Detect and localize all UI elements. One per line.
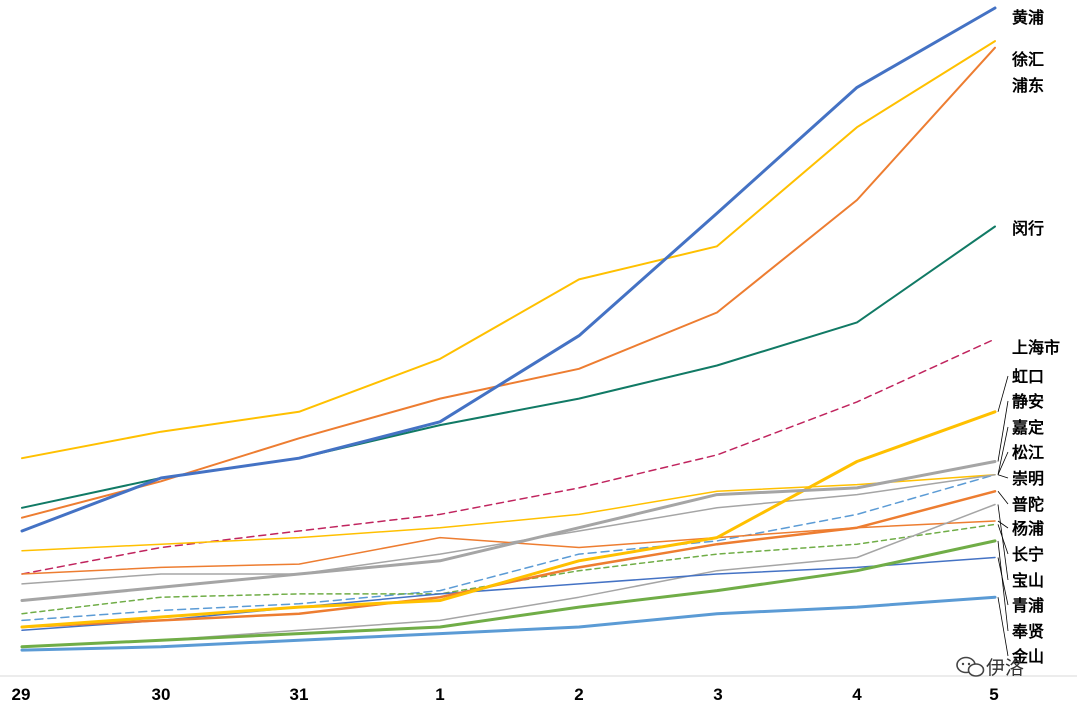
leader-line xyxy=(997,540,1009,632)
leader-line xyxy=(997,520,1009,529)
series-line-13 xyxy=(21,523,996,615)
leader-line xyxy=(997,451,1009,475)
leader-line xyxy=(997,375,1009,412)
leader-line xyxy=(997,426,1009,475)
leader-line xyxy=(997,400,1009,462)
series-label-9: 松江 xyxy=(1012,443,1044,462)
series-label-1: 黄浦 xyxy=(1012,8,1044,27)
series-label-8: 嘉定 xyxy=(1011,418,1044,437)
watermark-text: 伊洛 xyxy=(986,657,1024,679)
series-label-12: 杨浦 xyxy=(1012,519,1044,538)
series-line-14 xyxy=(21,503,996,648)
leader-line xyxy=(997,474,1009,479)
x-tick-label: 31 xyxy=(290,685,309,704)
series-label-2: 徐汇 xyxy=(1011,50,1044,69)
series-label-13: 长宁 xyxy=(1012,545,1044,564)
watermark: 伊洛 xyxy=(956,656,1024,679)
series-line-11 xyxy=(20,490,997,629)
series-line-3 xyxy=(21,46,996,519)
series-label-4: 闵行 xyxy=(1012,219,1044,238)
label-leaders xyxy=(997,375,1009,657)
series-line-1 xyxy=(20,6,997,533)
leader-line xyxy=(997,524,1009,555)
series-label-5: 上海市 xyxy=(1012,338,1060,357)
series-label-11: 普陀 xyxy=(1012,495,1044,514)
series-line-5 xyxy=(21,338,996,575)
series-label-10: 崇明 xyxy=(1012,469,1044,488)
series-label-16: 奉贤 xyxy=(1011,622,1044,641)
series-line-9 xyxy=(21,473,996,622)
x-tick-label: 1 xyxy=(435,685,444,704)
series-label-3: 浦东 xyxy=(1012,76,1044,95)
leader-line xyxy=(997,597,1009,657)
wechat-icon xyxy=(956,656,985,677)
series-label-14: 宝山 xyxy=(1012,571,1044,590)
series-label-17: 金山 xyxy=(1011,647,1044,666)
leader-line xyxy=(997,504,1009,581)
series-label-15: 青浦 xyxy=(1012,596,1044,615)
x-tick-label: 30 xyxy=(152,685,171,704)
leader-line xyxy=(997,557,1009,606)
series-layer xyxy=(20,6,997,652)
leader-line xyxy=(997,491,1009,505)
x-tick-label: 2 xyxy=(574,685,583,704)
series-line-6 xyxy=(20,410,997,629)
series-label-6: 虹口 xyxy=(1012,367,1044,386)
x-tick-label: 5 xyxy=(989,685,998,704)
series-line-16 xyxy=(20,539,997,649)
series-line-7 xyxy=(20,460,997,602)
series-line-17 xyxy=(20,595,997,652)
x-tick-label: 4 xyxy=(852,685,862,704)
x-tick-label: 3 xyxy=(713,685,722,704)
x-tick-label: 29 xyxy=(12,685,31,704)
series-line-8 xyxy=(21,473,996,552)
series-line-2 xyxy=(21,40,996,460)
series-label-7: 静安 xyxy=(1012,392,1044,411)
x-tick-labels: 29 30 31 1 2 3 4 5 xyxy=(12,685,999,704)
